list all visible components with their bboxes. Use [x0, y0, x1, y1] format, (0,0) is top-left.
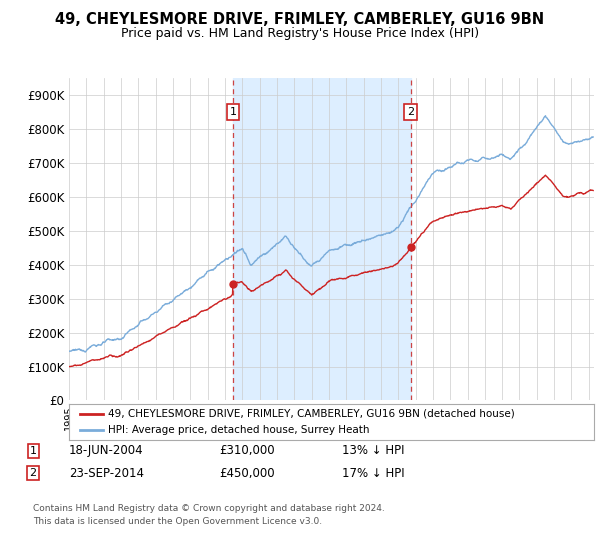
Text: 49, CHEYLESMORE DRIVE, FRIMLEY, CAMBERLEY, GU16 9BN (detached house): 49, CHEYLESMORE DRIVE, FRIMLEY, CAMBERLE… [109, 409, 515, 419]
Text: 17% ↓ HPI: 17% ↓ HPI [342, 466, 404, 480]
Text: 49, CHEYLESMORE DRIVE, FRIMLEY, CAMBERLEY, GU16 9BN: 49, CHEYLESMORE DRIVE, FRIMLEY, CAMBERLE… [55, 12, 545, 27]
Bar [233, 78, 410, 400]
Text: HPI: Average price, detached house, Surrey Heath: HPI: Average price, detached house, Surr… [109, 425, 370, 435]
Text: 2: 2 [29, 468, 37, 478]
Text: 1: 1 [229, 107, 236, 117]
Text: 1: 1 [29, 446, 37, 456]
Text: Price paid vs. HM Land Registry's House Price Index (HPI): Price paid vs. HM Land Registry's House … [121, 27, 479, 40]
Text: 18-JUN-2004: 18-JUN-2004 [69, 444, 143, 458]
Text: £450,000: £450,000 [219, 466, 275, 480]
Text: 2: 2 [407, 107, 414, 117]
Text: £310,000: £310,000 [219, 444, 275, 458]
Text: Contains HM Land Registry data © Crown copyright and database right 2024.
This d: Contains HM Land Registry data © Crown c… [33, 504, 385, 525]
Text: 13% ↓ HPI: 13% ↓ HPI [342, 444, 404, 458]
Text: 23-SEP-2014: 23-SEP-2014 [69, 466, 144, 480]
